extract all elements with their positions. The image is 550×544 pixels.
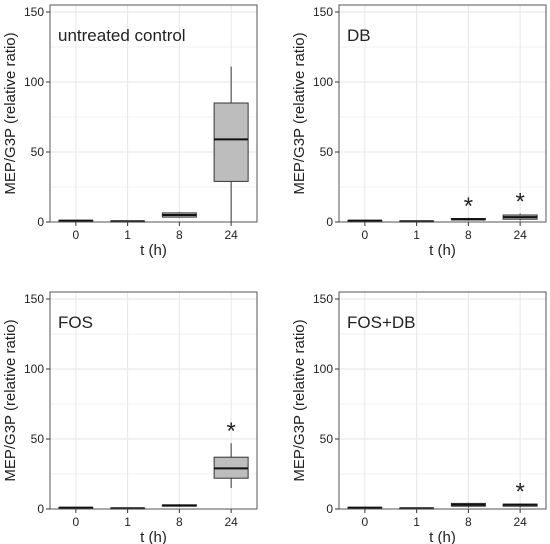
y-tick-label: 150 [24, 292, 44, 306]
panel-border [49, 4, 258, 223]
x-tick-label: 8 [176, 228, 183, 242]
y-tick-label: 100 [24, 75, 44, 89]
x-tick-label: 8 [465, 228, 472, 242]
x-tick-label: 0 [362, 515, 369, 529]
x-axis-title: t (h) [429, 529, 456, 544]
x-tick-label: 24 [224, 515, 238, 529]
box-24 [213, 443, 249, 488]
box-24 [213, 66, 249, 222]
y-axis-title: MEP/G3P (relative ratio) [2, 319, 19, 481]
x-tick-label: 1 [124, 228, 131, 242]
y-tick-label: 150 [313, 5, 333, 19]
panel-title: DB [347, 26, 371, 45]
x-tick-label: 1 [413, 515, 420, 529]
y-tick-label: 0 [326, 215, 333, 229]
y-tick-label: 50 [320, 432, 334, 446]
x-tick-label: 24 [513, 515, 527, 529]
box-0 [58, 506, 94, 509]
y-tick-label: 150 [313, 292, 333, 306]
panel-title: FOS+DB [347, 313, 416, 332]
x-tick-label: 0 [73, 228, 80, 242]
y-axis-title: MEP/G3P (relative ratio) [2, 32, 19, 194]
y-tick-label: 50 [31, 432, 45, 446]
box-8 [450, 217, 486, 221]
chart-panel-3: * 0 50 100 150 0 1 8 24 t (h) MEP/G3P (relative ra… [2, 291, 258, 544]
x-tick-label: 24 [224, 228, 238, 242]
x-axis-title: t (h) [140, 242, 167, 259]
box-0 [58, 219, 94, 222]
x-axis-title: t (h) [429, 242, 456, 259]
panel-border [338, 4, 547, 223]
x-tick-label: 0 [362, 228, 369, 242]
x-axis-title: t (h) [140, 529, 167, 544]
x-tick-label: 1 [413, 228, 420, 242]
box-24 [502, 503, 538, 508]
y-tick-label: 100 [313, 362, 333, 376]
panel-border [338, 291, 547, 510]
significance-marker: * [226, 418, 235, 445]
box-24 [502, 213, 538, 221]
significance-marker: * [515, 478, 524, 505]
significance-marker: * [464, 193, 473, 220]
chart-panel-1: 0 50 100 150 0 1 8 24 t (h) MEP/G3P (relative rat… [2, 4, 258, 259]
panel-title: untreated control [58, 26, 186, 45]
y-tick-label: 0 [37, 215, 44, 229]
box-8 [450, 502, 486, 508]
y-axis-title: MEP/G3P (relative ratio) [291, 32, 308, 194]
y-axis-title: MEP/G3P (relative ratio) [291, 319, 308, 481]
y-tick-label: 50 [31, 145, 45, 159]
panel-title: FOS [58, 313, 93, 332]
panel-border [49, 291, 258, 510]
significance-marker: * [515, 189, 524, 216]
y-tick-label: 100 [313, 75, 333, 89]
x-tick-label: 8 [176, 515, 183, 529]
chart-panel-4: * 0 50 100 150 0 1 8 24 t (h) MEP/G3P (relative ra… [291, 291, 547, 544]
box-8 [161, 504, 197, 507]
y-tick-label: 150 [24, 5, 44, 19]
box-0 [347, 219, 383, 222]
chart-panel-2: * * 0 50 100 150 0 1 8 24 t (h) MEP/G3P (relative r… [291, 4, 547, 259]
y-tick-label: 0 [326, 502, 333, 516]
box-body [213, 102, 249, 182]
box-8 [161, 212, 197, 218]
x-tick-label: 1 [124, 515, 131, 529]
y-tick-label: 50 [320, 145, 334, 159]
x-tick-label: 24 [513, 228, 527, 242]
y-tick-label: 0 [37, 502, 44, 516]
x-tick-label: 0 [73, 515, 80, 529]
x-tick-label: 8 [465, 515, 472, 529]
y-tick-label: 100 [24, 362, 44, 376]
box-0 [347, 506, 383, 509]
